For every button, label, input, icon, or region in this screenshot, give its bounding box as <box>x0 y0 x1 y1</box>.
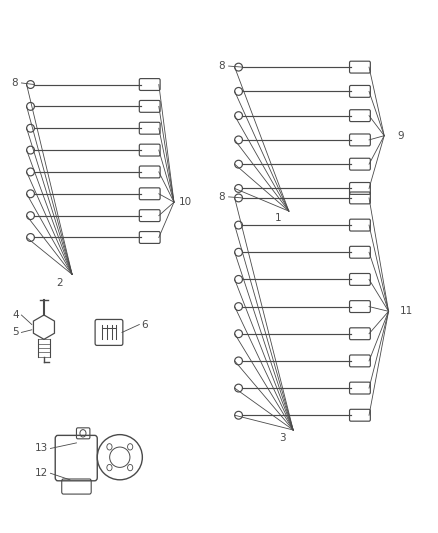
Text: 13: 13 <box>35 443 48 454</box>
Text: 2: 2 <box>56 278 62 288</box>
Text: 10: 10 <box>178 197 191 207</box>
Text: 11: 11 <box>399 306 412 316</box>
Text: 5: 5 <box>13 327 19 337</box>
Text: 4: 4 <box>13 310 19 320</box>
Text: 9: 9 <box>396 131 403 141</box>
Text: 3: 3 <box>279 433 285 443</box>
Text: 12: 12 <box>35 469 48 478</box>
Text: 6: 6 <box>141 319 148 329</box>
Text: 8: 8 <box>11 78 18 88</box>
Text: 8: 8 <box>218 192 225 202</box>
Text: 8: 8 <box>218 61 225 71</box>
Text: 1: 1 <box>274 213 281 223</box>
